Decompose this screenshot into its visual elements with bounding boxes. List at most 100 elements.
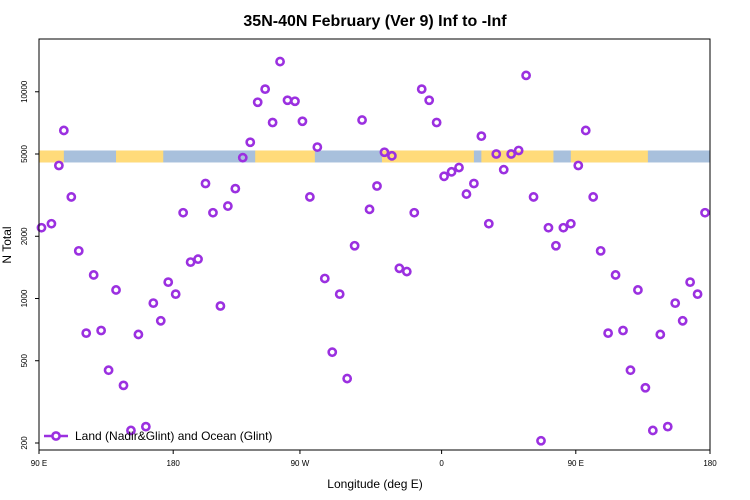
data-point: [222, 201, 233, 211]
x-tick-label: 90 W: [291, 459, 310, 468]
data-point: [655, 329, 666, 340]
data-point: [170, 289, 181, 300]
data-point: [700, 207, 710, 218]
data-point: [66, 192, 77, 202]
data-point: [483, 218, 494, 229]
land-band-segment: [570, 150, 648, 163]
data-point: [692, 289, 703, 300]
data-point: [640, 382, 651, 393]
data-point: [610, 270, 621, 280]
data-point: [633, 285, 643, 295]
y-tick-label: 500: [20, 354, 29, 368]
legend-marker: [51, 431, 61, 441]
data-point: [670, 298, 681, 309]
data-point: [200, 178, 211, 189]
y-axis: 200 500 1000 2000 5000 10000: [20, 80, 39, 450]
data-point: [126, 425, 136, 436]
data-point: [379, 147, 390, 158]
data-point: [290, 96, 300, 107]
data-point: [319, 273, 330, 284]
data-point: [73, 245, 84, 256]
ocean-band: [39, 150, 710, 163]
data-point: [230, 183, 241, 194]
data-point: [372, 181, 382, 191]
data-point: [491, 149, 502, 159]
land-band-segment: [255, 150, 315, 163]
data-point: [595, 245, 606, 256]
data-point: [357, 115, 367, 125]
data-point: [245, 137, 256, 148]
data-point: [36, 222, 47, 233]
data-point: [327, 347, 338, 358]
data-point: [446, 166, 457, 177]
data-point: [215, 301, 226, 311]
legend: Land (Nadir&Glint) and Ocean (Glint): [44, 429, 272, 443]
data-point: [431, 117, 442, 128]
data-point: [506, 149, 517, 159]
data-point: [647, 425, 658, 436]
data-point: [409, 207, 420, 218]
data-point: [461, 189, 472, 199]
data-point: [178, 207, 189, 218]
data-point: [297, 116, 308, 127]
surface-band: [39, 150, 710, 163]
data-point: [543, 222, 554, 233]
data-point: [386, 150, 397, 161]
y-tick-label: 5000: [20, 145, 29, 163]
data-point: [513, 145, 524, 156]
legend-label: Land (Nadir&Glint) and Ocean (Glint): [75, 429, 272, 443]
data-point: [536, 435, 546, 446]
chart-title: 35N-40N February (Ver 9) Inf to -Inf: [243, 13, 507, 30]
data-point: [267, 117, 278, 128]
data-point: [334, 289, 345, 300]
land-band-segment: [39, 150, 64, 163]
data-point: [476, 131, 487, 142]
data-point: [140, 421, 151, 432]
data-point: [193, 254, 203, 265]
data-point: [528, 192, 539, 202]
x-tick-label: 180: [703, 459, 717, 468]
data-point: [81, 328, 92, 339]
plot-frame: [38, 38, 711, 451]
data-point: [96, 325, 107, 336]
data-point: [163, 277, 174, 288]
data-point: [282, 95, 293, 106]
data-point: [469, 178, 479, 189]
data-point: [155, 315, 166, 326]
data-point: [439, 171, 449, 182]
data-point: [133, 329, 144, 340]
x-tick-label: 90 E: [568, 459, 584, 468]
x-tick-label: 0: [439, 459, 444, 468]
data-point: [304, 192, 315, 202]
data-point: [662, 421, 673, 432]
data-points: [36, 56, 710, 446]
data-point: [46, 218, 57, 229]
data-point: [677, 315, 688, 326]
data-point: [148, 298, 159, 309]
data-point: [118, 380, 129, 391]
y-tick-label: 2000: [20, 227, 29, 245]
y-axis-label: N Total: [0, 226, 14, 263]
data-point: [103, 365, 114, 376]
x-tick-label: 180: [167, 459, 181, 468]
data-point: [618, 325, 628, 336]
data-point: [521, 70, 531, 81]
data-point: [260, 84, 271, 95]
data-point: [342, 373, 353, 384]
data-point: [88, 270, 99, 280]
data-point: [185, 257, 196, 267]
data-point: [551, 240, 561, 251]
data-point: [558, 222, 569, 233]
data-point: [111, 285, 121, 295]
data-point: [573, 160, 584, 171]
data-point: [237, 152, 248, 163]
y-tick-label: 10000: [20, 80, 29, 103]
x-axis-label: Longitude (deg E): [327, 477, 422, 491]
data-point: [454, 162, 464, 173]
data-point: [58, 125, 69, 136]
land-band-segment: [116, 150, 164, 163]
y-tick-label: 200: [20, 436, 29, 450]
data-point: [416, 84, 427, 95]
data-point: [364, 204, 375, 215]
data-point: [401, 266, 412, 277]
